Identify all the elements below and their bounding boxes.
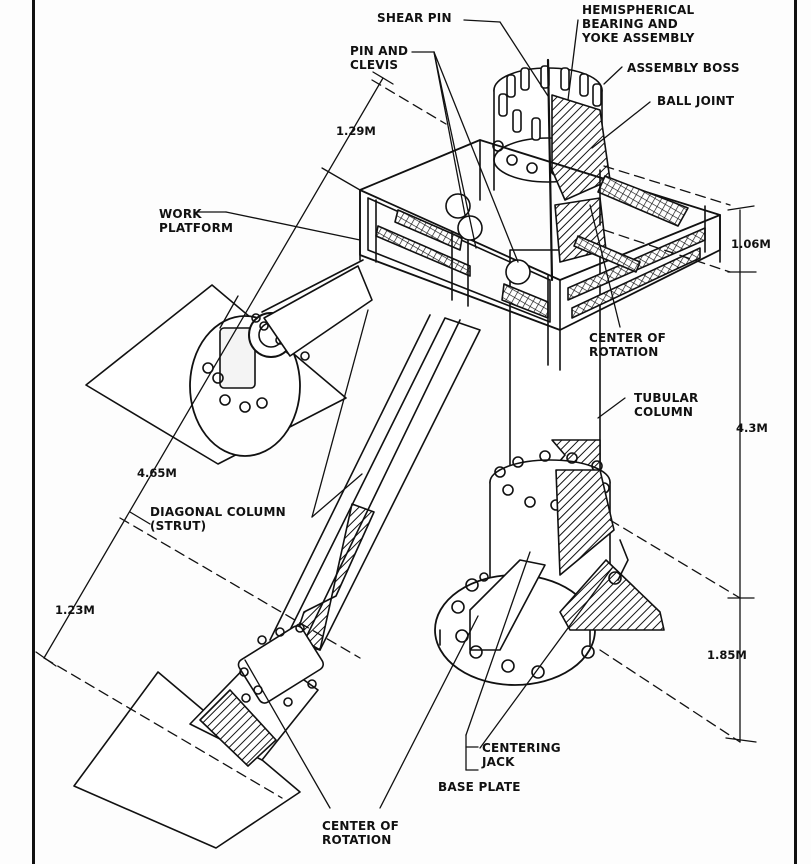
label-hemispherical-bearing: HEMISPHERICAL BEARING AND YOKE ASSEMBLY <box>582 3 695 45</box>
dimension-strut-lower: 1.23M <box>55 603 95 617</box>
base-plate <box>434 539 665 686</box>
label-ball-joint: BALL JOINT <box>657 94 735 108</box>
work-platform <box>359 139 721 371</box>
label-work-platform: WORK PLATFORM <box>159 207 234 235</box>
label-center-of-rotation-bottom: CENTER OF ROTATION <box>322 819 400 847</box>
label-center-of-rotation-top: CENTER OF ROTATION <box>589 331 667 359</box>
upper-bearing-assembly <box>492 58 611 282</box>
label-base-plate: BASE PLATE <box>438 780 521 794</box>
dimension-column-top: 1.06M <box>731 237 771 251</box>
leader-lines <box>197 19 651 809</box>
label-assembly-boss: ASSEMBLY BOSS <box>627 61 740 75</box>
column-dimension-lines <box>599 165 757 743</box>
dimension-strut-upper: 1.29M <box>336 124 376 138</box>
right-border <box>794 0 797 864</box>
label-pin-and-clevis: PIN AND CLEVIS <box>350 44 409 72</box>
dimension-column-mid: 4.3M <box>736 421 768 435</box>
left-border <box>32 0 35 864</box>
upper-strut <box>261 259 373 357</box>
diagonal-strut <box>269 314 481 651</box>
dimension-strut-mid: 4.65M <box>137 466 177 480</box>
label-shear-pin: SHEAR PIN <box>377 11 452 25</box>
lower-anchor-block <box>73 623 325 849</box>
label-diagonal-column: DIAGONAL COLUMN (STRUT) <box>150 505 286 533</box>
label-centering-jack: CENTERING JACK <box>482 741 561 769</box>
dimension-column-bottom: 1.85M <box>707 648 747 662</box>
strut-dimension-lines <box>35 71 447 799</box>
label-tubular-column: TUBULAR COLUMN <box>634 391 699 419</box>
